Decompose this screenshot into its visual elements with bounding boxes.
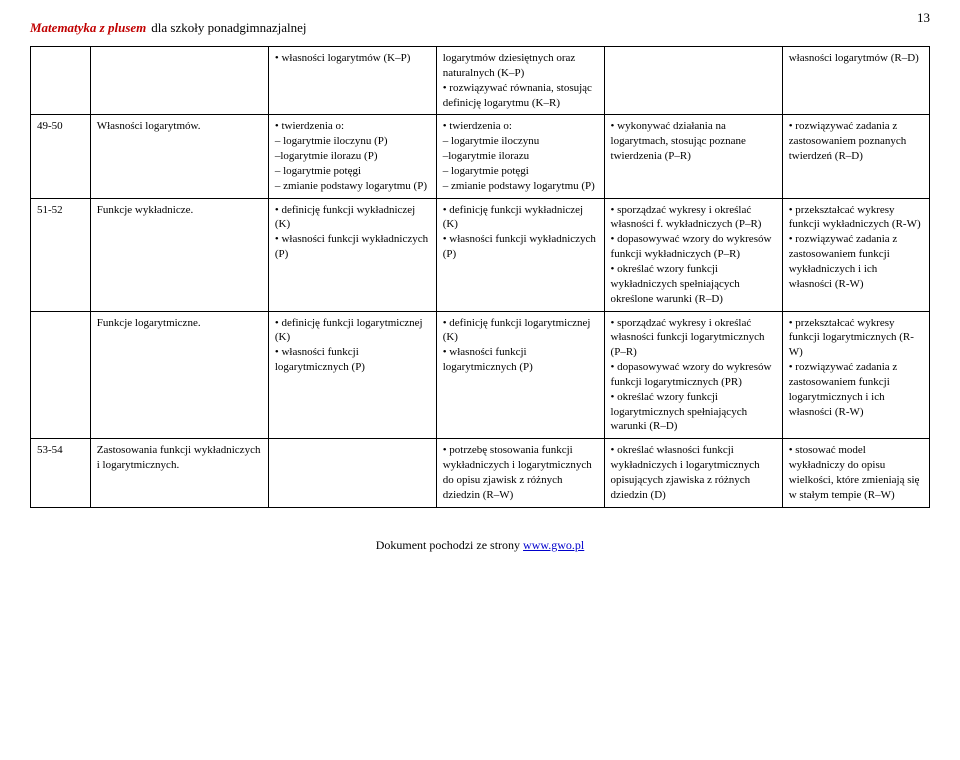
cell-num bbox=[31, 311, 91, 439]
cell-c2: • definicję funkcji wykładniczej (K)• wł… bbox=[436, 198, 604, 311]
cell-c3: • sporządzać wykresy i określać własnośc… bbox=[604, 198, 782, 311]
cell-c4: • stosować model wykładniczy do opisu wi… bbox=[782, 439, 929, 507]
title-red: Matematyka z plusem bbox=[30, 20, 146, 36]
footer-link[interactable]: www.gwo.pl bbox=[523, 538, 584, 552]
table-row: 51-52Funkcje wykładnicze.• definicję fun… bbox=[31, 198, 930, 311]
cell-c2: logarytmów dziesiętnych oraz naturalnych… bbox=[436, 47, 604, 115]
footer: Dokument pochodzi ze strony www.gwo.pl bbox=[30, 538, 930, 553]
title-black: dla szkoły ponadgimnazjalnej bbox=[151, 20, 306, 36]
cell-c3: • określać własności funkcji wykładniczy… bbox=[604, 439, 782, 507]
footer-text: Dokument pochodzi ze strony bbox=[376, 538, 523, 552]
cell-c1: • własności logarytmów (K–P) bbox=[268, 47, 436, 115]
page-header: Matematyka z plusem dla szkoły ponadgimn… bbox=[30, 20, 930, 36]
cell-c1: • twierdzenia o:– logarytmie iloczynu (P… bbox=[268, 115, 436, 198]
cell-num: 51-52 bbox=[31, 198, 91, 311]
cell-topic: Zastosowania funkcji wykładniczych i log… bbox=[90, 439, 268, 507]
cell-c1: • definicję funkcji wykładniczej (K)• wł… bbox=[268, 198, 436, 311]
cell-topic: Funkcje wykładnicze. bbox=[90, 198, 268, 311]
cell-c2: • potrzebę stosowania funkcji wykładnicz… bbox=[436, 439, 604, 507]
cell-c3: • wykonywać działania na logarytmach, st… bbox=[604, 115, 782, 198]
cell-topic: Własności logarytmów. bbox=[90, 115, 268, 198]
cell-c4: • rozwiązywać zadania z zastosowaniem po… bbox=[782, 115, 929, 198]
table-row: 49-50Własności logarytmów.• twierdzenia … bbox=[31, 115, 930, 198]
page-number: 13 bbox=[917, 10, 930, 26]
cell-c2: • definicję funkcji logarytmicznej (K)• … bbox=[436, 311, 604, 439]
cell-c2: • twierdzenia o:– logarytmie iloczynu–lo… bbox=[436, 115, 604, 198]
cell-num bbox=[31, 47, 91, 115]
table-row: 53-54Zastosowania funkcji wykładniczych … bbox=[31, 439, 930, 507]
cell-c3 bbox=[604, 47, 782, 115]
cell-topic: Funkcje logarytmiczne. bbox=[90, 311, 268, 439]
cell-num: 53-54 bbox=[31, 439, 91, 507]
cell-c1 bbox=[268, 439, 436, 507]
table-row: • własności logarytmów (K–P)logarytmów d… bbox=[31, 47, 930, 115]
cell-c4: • przekształcać wykresy funkcji wykładni… bbox=[782, 198, 929, 311]
curriculum-table: • własności logarytmów (K–P)logarytmów d… bbox=[30, 46, 930, 508]
table-row: Funkcje logarytmiczne.• definicję funkcj… bbox=[31, 311, 930, 439]
cell-c3: • sporządzać wykresy i określać własnośc… bbox=[604, 311, 782, 439]
cell-c1: • definicję funkcji logarytmicznej (K)• … bbox=[268, 311, 436, 439]
cell-c4: własności logarytmów (R–D) bbox=[782, 47, 929, 115]
cell-num: 49-50 bbox=[31, 115, 91, 198]
cell-c4: • przekształcać wykresy funkcji logarytm… bbox=[782, 311, 929, 439]
cell-topic bbox=[90, 47, 268, 115]
